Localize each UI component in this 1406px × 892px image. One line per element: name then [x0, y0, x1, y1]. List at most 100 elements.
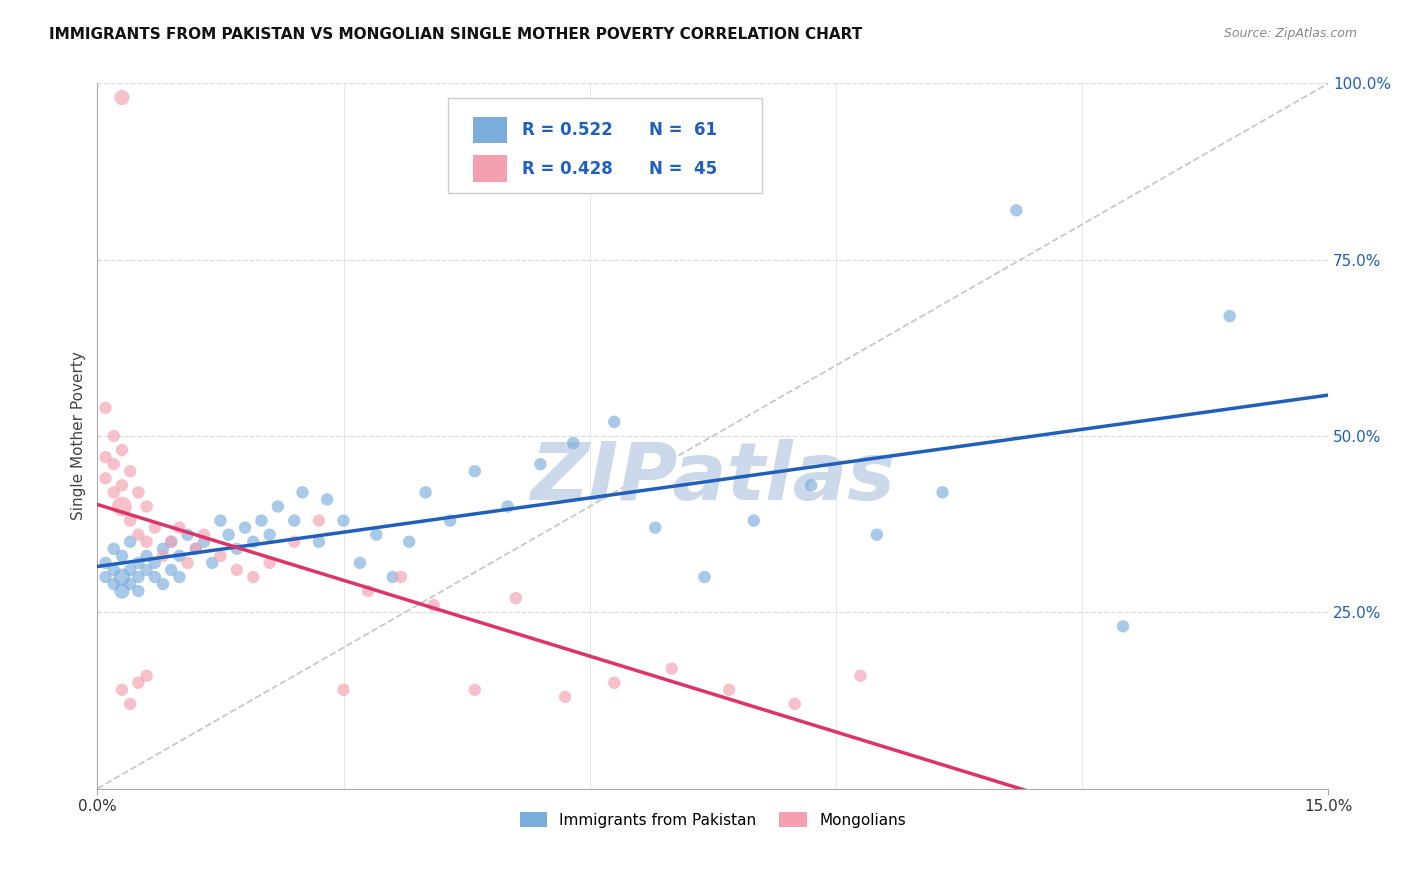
Point — [135, 534, 157, 549]
Point — [103, 563, 125, 577]
Point — [127, 485, 149, 500]
Point — [1219, 309, 1241, 323]
Point — [366, 527, 388, 541]
Point — [111, 549, 134, 563]
Point — [160, 534, 183, 549]
Point — [169, 521, 191, 535]
Point — [111, 443, 134, 458]
Point — [259, 556, 281, 570]
Point — [603, 675, 626, 690]
Point — [415, 485, 437, 500]
Point — [439, 514, 461, 528]
Point — [389, 570, 412, 584]
Point — [201, 556, 224, 570]
Text: ZIPatlas: ZIPatlas — [530, 439, 896, 517]
Point — [693, 570, 716, 584]
Point — [242, 534, 264, 549]
FancyBboxPatch shape — [449, 97, 762, 193]
Text: IMMIGRANTS FROM PAKISTAN VS MONGOLIAN SINGLE MOTHER POVERTY CORRELATION CHART: IMMIGRANTS FROM PAKISTAN VS MONGOLIAN SI… — [49, 27, 862, 42]
Point — [718, 682, 741, 697]
Point — [742, 514, 765, 528]
Text: N =  45: N = 45 — [648, 160, 717, 178]
Point — [554, 690, 576, 704]
Point — [931, 485, 953, 500]
Point — [176, 527, 198, 541]
Point — [160, 563, 183, 577]
Point — [103, 577, 125, 591]
Point — [308, 514, 330, 528]
Point — [398, 534, 420, 549]
Point — [169, 570, 191, 584]
Point — [111, 478, 134, 492]
Point — [176, 556, 198, 570]
Point — [160, 534, 183, 549]
Point — [316, 492, 339, 507]
Point — [111, 570, 134, 584]
Point — [94, 471, 117, 485]
Point — [800, 478, 823, 492]
Point — [267, 500, 290, 514]
Point — [259, 527, 281, 541]
Point — [357, 584, 380, 599]
Point — [866, 527, 889, 541]
Point — [103, 541, 125, 556]
Point — [127, 675, 149, 690]
Point — [169, 549, 191, 563]
Point — [120, 563, 142, 577]
Point — [127, 527, 149, 541]
Point — [225, 563, 247, 577]
Point — [1005, 203, 1028, 218]
Point — [120, 697, 142, 711]
Point — [111, 90, 134, 104]
Point — [291, 485, 314, 500]
Point — [349, 556, 371, 570]
Point — [143, 521, 166, 535]
Point — [242, 570, 264, 584]
Point — [381, 570, 404, 584]
Point — [120, 534, 142, 549]
Point — [94, 570, 117, 584]
Point — [135, 563, 157, 577]
Point — [143, 556, 166, 570]
Point — [103, 485, 125, 500]
Point — [661, 662, 683, 676]
Point — [120, 464, 142, 478]
Point — [332, 514, 354, 528]
Point — [120, 577, 142, 591]
FancyBboxPatch shape — [472, 117, 508, 144]
Text: R = 0.428: R = 0.428 — [522, 160, 613, 178]
Point — [218, 527, 240, 541]
Point — [283, 534, 305, 549]
Point — [143, 570, 166, 584]
Point — [184, 541, 207, 556]
Point — [111, 584, 134, 599]
Point — [193, 527, 215, 541]
Point — [94, 401, 117, 415]
Text: N =  61: N = 61 — [648, 121, 717, 139]
Point — [849, 669, 872, 683]
Point — [103, 429, 125, 443]
Point — [562, 436, 585, 450]
Point — [529, 457, 551, 471]
Point — [233, 521, 256, 535]
Point — [127, 570, 149, 584]
Point — [209, 549, 232, 563]
Point — [152, 577, 174, 591]
Point — [111, 500, 134, 514]
Point — [283, 514, 305, 528]
Point — [332, 682, 354, 697]
Point — [111, 682, 134, 697]
Point — [193, 534, 215, 549]
Point — [94, 450, 117, 464]
Point — [135, 549, 157, 563]
Text: R = 0.522: R = 0.522 — [522, 121, 613, 139]
FancyBboxPatch shape — [472, 155, 508, 182]
Point — [496, 500, 519, 514]
Point — [644, 521, 666, 535]
Point — [152, 541, 174, 556]
Point — [127, 584, 149, 599]
Point — [464, 464, 486, 478]
Text: Source: ZipAtlas.com: Source: ZipAtlas.com — [1223, 27, 1357, 40]
Point — [135, 669, 157, 683]
Point — [103, 457, 125, 471]
